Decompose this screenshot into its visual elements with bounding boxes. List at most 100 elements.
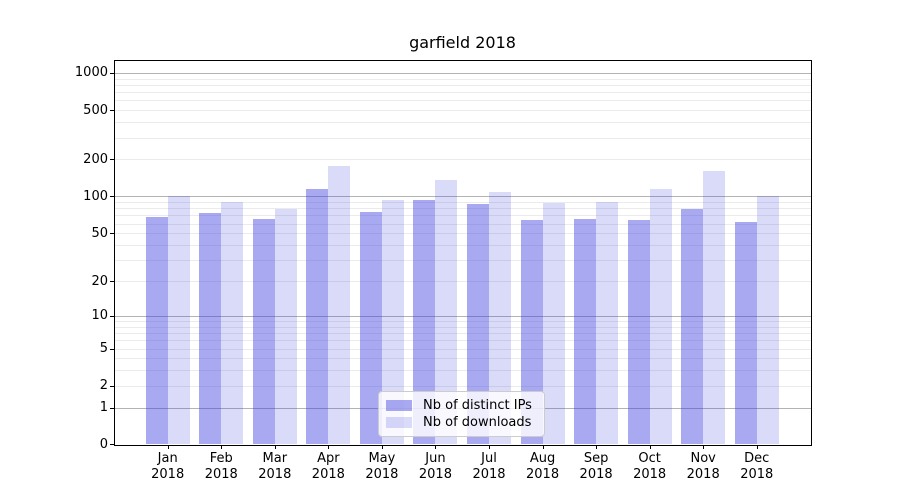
y-tick-label: 500 (83, 102, 108, 118)
y-tick-label: 100 (83, 188, 108, 204)
bar-distinct-ips (681, 209, 704, 444)
x-tick-year: 2018 (686, 467, 720, 482)
major-gridline (115, 72, 811, 74)
minor-gridline (115, 84, 811, 86)
x-tick-year: 2018 (151, 467, 185, 482)
bar-distinct-ips (467, 204, 489, 444)
x-tick-year: 2018 (418, 467, 452, 482)
chart-title: garfield 2018 (409, 33, 516, 52)
x-tick-month: Oct (638, 451, 661, 466)
minor-gridline (115, 358, 811, 360)
x-tick-month: Mar (262, 451, 288, 466)
bar-distinct-ips (520, 220, 543, 444)
bar-downloads (756, 195, 779, 444)
x-tick-label: Oct 2018 (620, 451, 680, 483)
bar-downloads (221, 202, 244, 444)
y-tick-label: 200 (83, 151, 108, 167)
minor-gridline (115, 281, 811, 283)
major-gridline (115, 315, 811, 317)
y-tick-label: 10 (91, 308, 108, 324)
bar-distinct-ips (199, 213, 222, 444)
y-tick-mark (110, 72, 114, 74)
y-tick-label: 50 (91, 225, 108, 241)
x-tick-year: 2018 (740, 467, 774, 482)
minor-gridline (115, 78, 811, 80)
minor-gridline (115, 385, 811, 387)
x-tick-year: 2018 (311, 467, 345, 482)
x-tick-month: Sep (583, 451, 609, 466)
minor-gridline (115, 340, 811, 342)
x-tick-label: Mar 2018 (245, 451, 305, 483)
x-tick-year: 2018 (258, 467, 292, 482)
x-tick-month: Jan (157, 451, 178, 466)
x-tick-mark (167, 445, 169, 449)
minor-gridline (115, 223, 811, 225)
minor-gridline (115, 333, 811, 335)
x-tick-year: 2018 (633, 467, 667, 482)
x-tick-mark (381, 445, 383, 449)
x-tick-mark (542, 445, 544, 449)
minor-gridline (115, 159, 811, 161)
x-tick-mark (274, 445, 276, 449)
bar-distinct-ips (252, 218, 275, 444)
x-tick-mark (649, 445, 651, 449)
bar-distinct-ips (734, 221, 757, 444)
x-tick-month: Aug (529, 451, 556, 466)
y-tick-label: 1 (99, 400, 108, 416)
x-tick-label: Feb 2018 (191, 451, 251, 483)
bar-downloads (489, 192, 511, 444)
x-tick-month: Nov (690, 451, 716, 466)
bar-downloads (703, 170, 726, 444)
y-tick-label: 2 (99, 378, 108, 394)
minor-gridline (115, 215, 811, 217)
x-tick-year: 2018 (365, 467, 399, 482)
y-tick-label: 20 (91, 273, 108, 289)
bar-downloads (649, 189, 672, 444)
x-tick-month: Dec (744, 451, 770, 466)
x-tick-month: Jul (481, 451, 497, 466)
x-tick-year: 2018 (579, 467, 613, 482)
y-tick-mark (110, 385, 114, 387)
legend-swatch-downloads (386, 417, 412, 428)
x-tick-mark (435, 445, 437, 449)
x-tick-label: Aug 2018 (513, 451, 573, 483)
legend-row-distinct-ips: Nb of distinct IPs (386, 398, 534, 413)
bar-downloads (274, 209, 297, 444)
bar-downloads (328, 165, 351, 444)
minor-gridline (115, 233, 811, 235)
x-tick-mark (328, 445, 330, 449)
y-tick-mark (110, 233, 114, 235)
minor-gridline (115, 245, 811, 246)
x-tick-label: Jul 2018 (459, 451, 519, 483)
bar-distinct-ips (413, 199, 436, 444)
legend-label-downloads: Nb of downloads (423, 415, 532, 430)
bar-distinct-ips (145, 216, 168, 444)
x-tick-mark (596, 445, 598, 449)
x-tick-month: Jun (425, 451, 446, 466)
plot-area-border (114, 60, 812, 446)
x-tick-year: 2018 (526, 467, 560, 482)
bar-distinct-ips (574, 219, 597, 444)
minor-gridline (115, 137, 811, 139)
y-tick-mark (110, 407, 114, 409)
x-tick-label: Sep 2018 (566, 451, 626, 483)
minor-gridline (115, 122, 811, 124)
minor-gridline (115, 100, 811, 102)
x-tick-label: Jun 2018 (405, 451, 465, 483)
y-tick-label: 0 (99, 436, 108, 452)
bar-distinct-ips (627, 220, 650, 444)
minor-gridline (115, 92, 811, 94)
x-tick-label: Dec 2018 (727, 451, 787, 483)
bar-downloads (542, 202, 565, 444)
x-tick-month: May (368, 451, 396, 466)
x-tick-label: Nov 2018 (673, 451, 733, 483)
bar-distinct-ips (306, 189, 329, 444)
y-tick-mark (110, 315, 114, 317)
x-tick-label: Apr 2018 (298, 451, 358, 483)
bar-downloads (167, 196, 190, 444)
legend-swatch-distinct-ips (386, 400, 412, 411)
major-gridline (115, 196, 811, 198)
y-tick-label: 1000 (74, 65, 108, 81)
bar-downloads (435, 179, 458, 444)
